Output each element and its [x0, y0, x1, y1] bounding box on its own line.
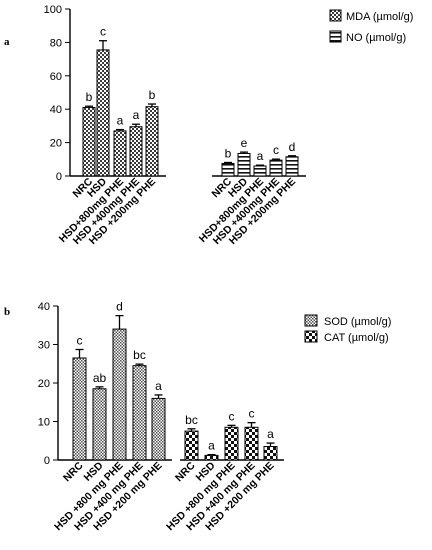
significance-letter: bc [185, 413, 198, 427]
y-tick-label: 10 [38, 417, 50, 429]
legend-label-no: NO (µmol/g) [346, 32, 406, 44]
y-tick-label: 20 [50, 138, 62, 150]
y-tick-label: 20 [38, 378, 50, 390]
significance-letter: b [149, 88, 156, 102]
significance-letter: c [249, 407, 255, 421]
legend-swatch-mda [329, 9, 342, 22]
bar [129, 126, 143, 177]
panel-label-b: b [4, 306, 10, 318]
y-tick-label: 0 [56, 171, 62, 183]
panel-label-a: a [4, 36, 10, 48]
bar [253, 165, 267, 177]
y-tick-label: 0 [44, 455, 50, 467]
significance-letter: a [267, 427, 274, 441]
significance-letter: ab [93, 371, 107, 385]
significance-letter: a [133, 108, 140, 122]
significance-letter: c [77, 334, 83, 348]
significance-letter: b [225, 146, 232, 160]
y-tick-label: 60 [50, 71, 62, 83]
bar [112, 328, 127, 461]
y-tick-label: 100 [44, 4, 62, 16]
bar [96, 49, 110, 177]
significance-letter: e [241, 136, 248, 150]
bar [151, 397, 166, 461]
significance-letter: bc [133, 348, 146, 362]
category-label: NRC [173, 459, 198, 484]
bar [224, 426, 239, 461]
bar [92, 388, 107, 461]
bar [269, 159, 283, 177]
significance-letter: c [100, 25, 106, 39]
y-tick-label: 40 [38, 301, 50, 313]
legend-label-sod: SOD (µmol/g) [324, 316, 391, 328]
bar [184, 430, 199, 461]
bar [221, 162, 235, 177]
bar [113, 130, 127, 177]
legend-swatch-cat [304, 330, 318, 343]
y-tick-label: 80 [50, 37, 62, 49]
legend-swatch-sod [304, 314, 318, 327]
bar [82, 107, 96, 177]
legend-swatch-no [329, 30, 342, 43]
legend-b: SOD (µmol/g) CAT (µmol/g) [304, 314, 391, 344]
significance-letter: a [257, 149, 264, 163]
significance-letter: d [116, 300, 123, 314]
bar [204, 454, 219, 461]
significance-letter: a [155, 379, 162, 393]
significance-letter: d [289, 140, 296, 154]
category-label: NRC [61, 459, 86, 484]
significance-letter: a [117, 114, 124, 128]
legend-a: MDA (µmol/g) NO (µmol/g) [329, 9, 413, 44]
legend-label-mda: MDA (µmol/g) [346, 11, 413, 23]
bar [132, 365, 147, 461]
significance-letter: c [273, 143, 279, 157]
y-tick-label: 30 [38, 340, 50, 352]
bar [285, 156, 299, 177]
legend-label-cat: CAT (µmol/g) [324, 332, 389, 344]
bar [263, 446, 278, 461]
significance-letter: b [86, 90, 93, 104]
bar [244, 426, 259, 461]
significance-letter: c [229, 409, 235, 423]
y-tick-label: 40 [50, 104, 62, 116]
significance-letter: a [208, 439, 215, 453]
bar [237, 152, 251, 177]
bar [72, 357, 87, 461]
bar [145, 106, 159, 177]
